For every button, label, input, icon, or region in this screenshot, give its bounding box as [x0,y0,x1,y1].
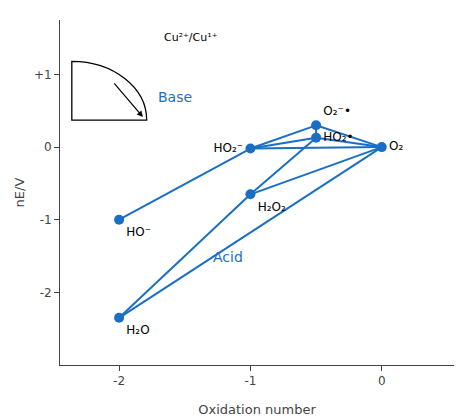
svg-text:-2: -2 [113,374,125,388]
svg-text:nE/V: nE/V [12,178,27,208]
svg-text:Acid: Acid [213,249,243,265]
svg-text:-1: -1 [40,213,52,227]
svg-text:HO₂•: HO₂• [323,130,353,144]
svg-text:HO⁻: HO⁻ [126,225,151,239]
svg-text:O₂⁻•: O₂⁻• [323,104,351,118]
svg-text:0: 0 [378,374,386,388]
svg-text:+1: +1 [34,68,52,82]
svg-text:HO₂⁻: HO₂⁻ [214,141,244,155]
svg-text:Oxidation number: Oxidation number [198,402,316,417]
svg-text:H₂O₂: H₂O₂ [258,200,286,214]
svg-text:Cu²⁺/Cu¹⁺: Cu²⁺/Cu¹⁺ [164,31,218,44]
svg-text:H₂O: H₂O [126,323,149,337]
svg-text:Base: Base [158,89,192,105]
svg-text:O₂: O₂ [389,139,403,153]
svg-text:-1: -1 [244,374,256,388]
svg-text:-2: -2 [40,286,52,300]
svg-text:0: 0 [44,140,52,154]
